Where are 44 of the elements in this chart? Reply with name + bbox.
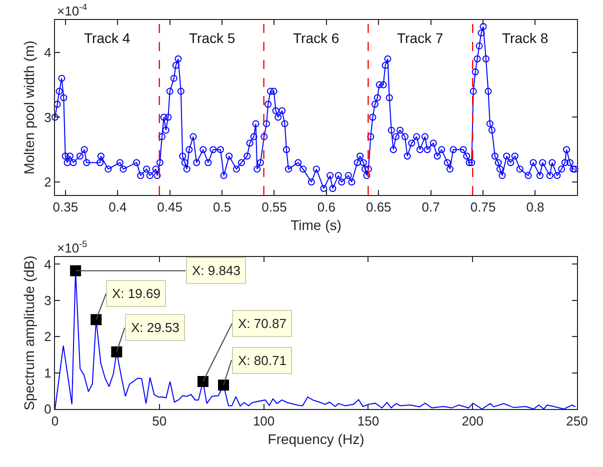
annotation: Track 8 [502,30,548,46]
x-tick-label: 0.55 [262,200,287,215]
x-tick-label: 150 [357,414,380,429]
annotation: Track 4 [84,30,130,46]
x-tick-label: 0.7 [422,200,440,215]
annotation: Track 7 [397,30,444,46]
point [90,314,102,326]
x-tick-label: 0.4 [108,200,127,215]
y-tick-label: 4 [44,44,52,60]
annotation: Track 6 [293,30,340,46]
x-tick-label: 0.8 [526,200,544,215]
point [197,376,208,387]
point [111,346,122,358]
y-tick-label: 2 [44,329,52,344]
text: ×10$^{-5}$ [57,239,88,256]
y-tick-label: 0 [44,402,52,417]
x-tick-label: 0.6 [317,200,336,215]
y-axis-title: Spectrum amplitude (dB) [20,256,37,410]
text: ×10$^{-4}$ [57,2,88,18]
x-tick-label: 250 [566,414,588,429]
annotation: Track 5 [189,30,236,46]
annotation: X: 9.843 [192,263,240,278]
x-tick-label: 200 [462,414,484,429]
y-tick-label: 3 [44,292,52,308]
annotation: X: 19.69 [112,286,160,301]
x-tick-label: 0.75 [470,200,496,215]
x-tick-label: 50 [152,414,167,429]
y-tick-label: 4 [44,256,52,272]
y-axis-title: Molten pool width (m) [20,40,37,174]
annotation: X: 70.87 [238,316,286,331]
x-tick-label: 0.5 [213,200,232,215]
x-axis-title: Time (s) [290,216,342,233]
point [218,380,230,391]
x-axis-title: Frequency (Hz) [268,430,364,447]
y-tick-label: 2 [44,174,52,190]
x-tick-label: 100 [252,414,275,429]
point [70,265,82,276]
annotation: X: 80.71 [238,353,286,368]
x-tick-label: 0.35 [52,200,78,215]
y-tick-label: 1 [44,365,52,380]
y-tick-label: 3 [44,110,52,125]
annotation: X: 29.53 [131,320,180,335]
x-tick-label: 0.45 [157,200,182,215]
x-tick-label: 0.65 [366,200,392,215]
